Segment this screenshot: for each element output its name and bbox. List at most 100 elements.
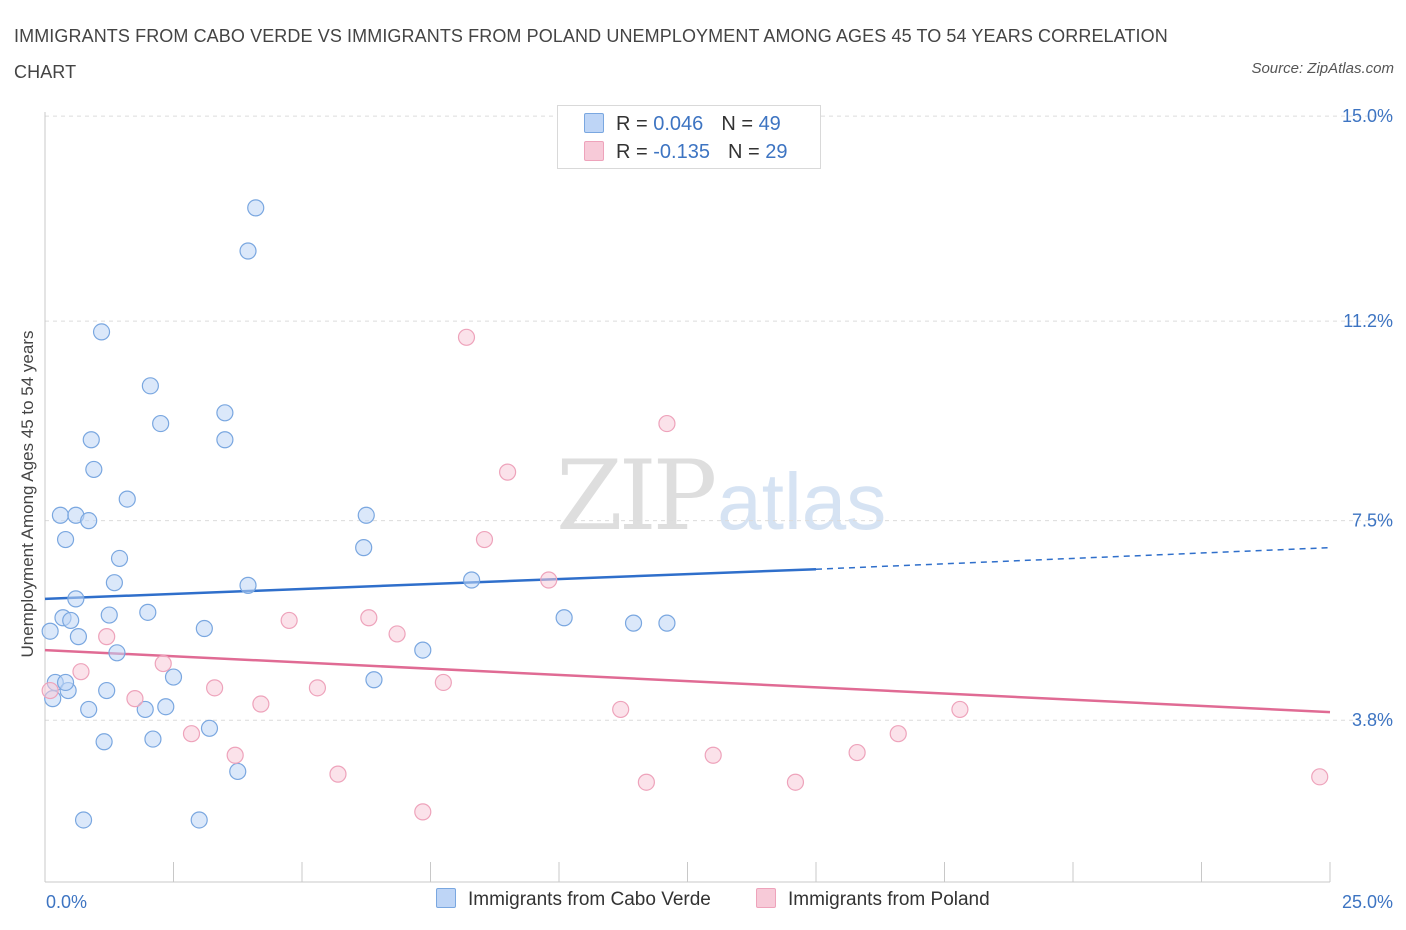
- legend-swatch-cabo-verde: [584, 113, 604, 133]
- legend-n-label: N =: [727, 141, 760, 163]
- point-cabo-verde: [141, 377, 159, 395]
- point-poland: [499, 463, 517, 481]
- point-poland: [126, 690, 144, 708]
- point-cabo-verde: [98, 681, 116, 700]
- y-tick-label: 3.8%: [1352, 710, 1393, 730]
- point-cabo-verde: [41, 622, 59, 640]
- point-cabo-verde: [139, 603, 157, 621]
- trend-line-cabo-verde: [44, 567, 817, 601]
- y-tick-label: 11.2%: [1343, 311, 1393, 331]
- bottom-legend-label-poland: Immigrants from Poland: [788, 889, 990, 910]
- point-poland: [540, 571, 558, 589]
- point-poland: [308, 679, 327, 697]
- point-poland: [889, 725, 907, 743]
- point-cabo-verde: [658, 614, 676, 632]
- trend-line-cabo-verde-extension: [815, 546, 1331, 570]
- axes: [44, 112, 1331, 883]
- point-cabo-verde: [216, 431, 234, 449]
- point-cabo-verde: [56, 530, 75, 549]
- x-tick-label: 0.0%: [46, 892, 87, 912]
- point-cabo-verde: [82, 431, 100, 449]
- legend-swatch-poland: [584, 141, 604, 161]
- point-poland: [98, 628, 116, 646]
- point-cabo-verde: [80, 700, 98, 719]
- point-cabo-verde: [67, 590, 85, 608]
- point-cabo-verde: [247, 199, 265, 217]
- legend-row-poland: R = -0.135 N = 29: [584, 138, 787, 166]
- point-poland: [457, 328, 476, 346]
- trend-lines: [44, 546, 1331, 714]
- point-poland: [182, 725, 201, 743]
- point-poland: [951, 700, 969, 719]
- point-poland: [329, 765, 347, 783]
- point-cabo-verde: [463, 571, 481, 589]
- point-cabo-verde: [414, 641, 432, 659]
- point-cabo-verde: [118, 490, 136, 508]
- correlation-legend: R = 0.046 N = 49 R = -0.135 N = 29: [557, 105, 821, 169]
- bottom-legend-poland: Immigrants from Poland: [756, 888, 990, 911]
- point-cabo-verde: [51, 506, 70, 524]
- point-cabo-verde: [62, 611, 80, 630]
- bottom-legend-swatch-cabo-verde: [436, 888, 456, 908]
- point-cabo-verde: [200, 719, 219, 737]
- point-poland: [154, 654, 172, 673]
- legend-row-cabo-verde: R = 0.046 N = 49: [584, 110, 781, 138]
- point-cabo-verde: [110, 549, 129, 568]
- watermark-zip: ZIP: [556, 440, 717, 552]
- trend-line-poland: [44, 648, 1331, 714]
- point-cabo-verde: [105, 574, 123, 592]
- point-cabo-verde: [239, 242, 257, 260]
- legend-r-label: R =: [616, 141, 648, 163]
- point-poland: [280, 611, 298, 630]
- point-cabo-verde: [229, 762, 247, 781]
- point-cabo-verde: [108, 644, 126, 662]
- legend-r-label: R =: [616, 113, 648, 135]
- point-poland: [1311, 768, 1329, 786]
- source-label: Source: ZipAtlas.com: [1251, 60, 1394, 77]
- point-cabo-verde: [195, 619, 213, 638]
- point-cabo-verde: [357, 506, 375, 524]
- point-poland: [658, 414, 676, 433]
- point-cabo-verde: [164, 668, 183, 686]
- point-cabo-verde: [74, 811, 93, 829]
- bottom-legend-swatch-poland: [756, 888, 776, 908]
- point-cabo-verde: [355, 539, 373, 557]
- data-points: [41, 199, 1329, 829]
- bottom-legend-label-cabo-verde: Immigrants from Cabo Verde: [468, 889, 711, 910]
- point-cabo-verde: [56, 673, 75, 692]
- point-cabo-verde: [95, 733, 113, 751]
- point-cabo-verde: [555, 609, 573, 627]
- point-cabo-verde: [152, 414, 170, 433]
- bottom-legend-cabo-verde: Immigrants from Cabo Verde: [436, 888, 711, 911]
- point-cabo-verde: [216, 404, 234, 422]
- point-cabo-verde: [365, 671, 383, 689]
- point-poland: [252, 695, 270, 713]
- legend-n-label: N =: [721, 113, 753, 135]
- y-tick-label: 15.0%: [1342, 106, 1393, 126]
- point-cabo-verde: [144, 730, 162, 748]
- point-poland: [475, 530, 494, 549]
- point-poland: [848, 743, 866, 762]
- point-cabo-verde: [69, 628, 88, 646]
- legend-r-value: -0.135: [653, 141, 710, 163]
- legend-n-value: 49: [758, 113, 781, 135]
- point-cabo-verde: [239, 576, 257, 594]
- point-cabo-verde: [157, 698, 175, 716]
- y-tick-label: 7.5%: [1352, 511, 1393, 531]
- point-cabo-verde: [136, 700, 154, 719]
- point-poland: [206, 679, 224, 697]
- chart-title: IMMIGRANTS FROM CABO VERDE VS IMMIGRANTS…: [14, 26, 1168, 82]
- point-poland: [637, 773, 655, 791]
- point-poland: [786, 773, 805, 791]
- legend-n-value: 29: [765, 141, 788, 163]
- watermark-atlas: atlas: [717, 457, 887, 546]
- point-poland: [226, 746, 244, 764]
- point-poland: [612, 700, 630, 719]
- point-poland: [360, 609, 378, 627]
- point-poland: [434, 673, 452, 692]
- point-poland: [72, 663, 90, 681]
- point-poland: [41, 681, 59, 700]
- x-tick-label: 25.0%: [1342, 892, 1393, 912]
- grid-lines: [45, 115, 1392, 721]
